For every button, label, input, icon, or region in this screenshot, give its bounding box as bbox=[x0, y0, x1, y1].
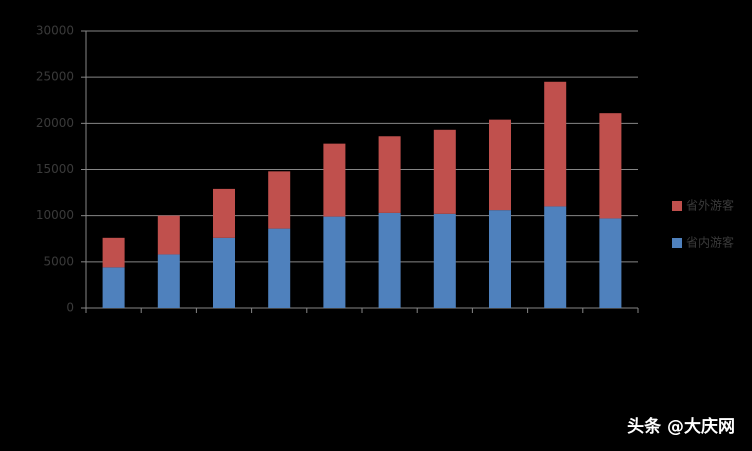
bar-segment bbox=[599, 113, 622, 219]
bar-segment bbox=[323, 143, 346, 217]
bar-segment bbox=[157, 215, 180, 255]
bar-segment bbox=[268, 228, 291, 308]
y-tick-label: 0 bbox=[66, 301, 74, 315]
legend-swatch bbox=[672, 201, 682, 211]
legend-swatch bbox=[672, 238, 682, 248]
bar-segment bbox=[489, 210, 511, 308]
bar-segment bbox=[213, 237, 235, 308]
bar-segment bbox=[433, 129, 456, 214]
bar-segment bbox=[102, 237, 125, 268]
bar-segment bbox=[378, 212, 401, 308]
bar-segment bbox=[544, 206, 567, 308]
legend-label: 省内游客 bbox=[686, 235, 734, 250]
y-tick-label: 10000 bbox=[36, 208, 74, 222]
bar-segment bbox=[157, 254, 180, 308]
bar-segment bbox=[213, 188, 235, 238]
watermark: 头条 @大庆网 bbox=[627, 416, 735, 437]
y-tick-label: 25000 bbox=[36, 70, 74, 84]
bar-segment bbox=[268, 171, 291, 229]
bar-segment bbox=[599, 218, 622, 308]
y-tick-label: 15000 bbox=[36, 162, 74, 176]
legend-label: 省外游客 bbox=[686, 198, 734, 213]
bar-segment bbox=[433, 213, 456, 308]
y-tick-label: 30000 bbox=[36, 24, 74, 38]
y-tick-label: 20000 bbox=[36, 116, 74, 130]
bar-segment bbox=[102, 267, 125, 308]
bar-segment bbox=[544, 81, 567, 207]
bar-segment bbox=[489, 119, 511, 211]
y-tick-label: 5000 bbox=[43, 254, 74, 268]
bar-segment bbox=[378, 136, 401, 213]
bar-segment bbox=[323, 216, 346, 308]
